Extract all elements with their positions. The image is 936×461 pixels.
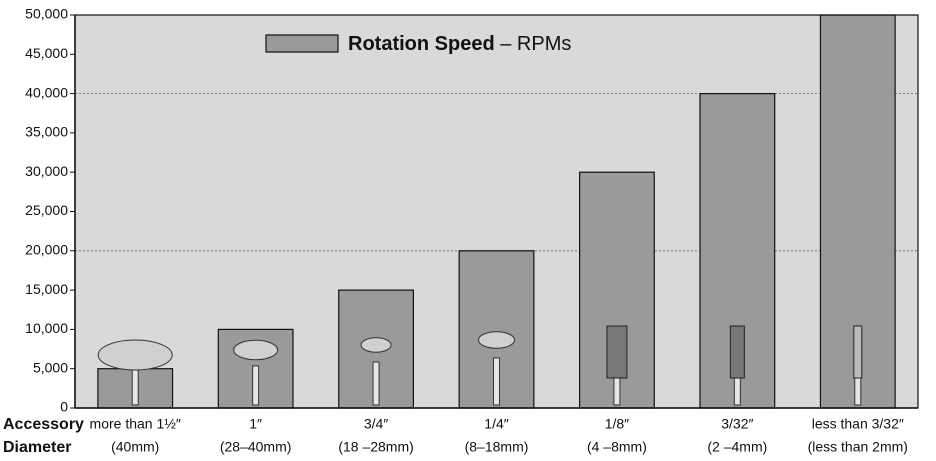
x-tick-sublabel: (40mm) — [111, 439, 159, 455]
y-tick-label: 0 — [60, 399, 68, 415]
icon-head — [233, 339, 279, 361]
accessory-icon — [478, 331, 515, 406]
x-tick-label: 1″ — [249, 416, 262, 432]
row-label: Diameter — [3, 439, 71, 456]
y-tick-label: 15,000 — [25, 281, 68, 297]
y-tick-label: 35,000 — [25, 124, 68, 140]
legend-suffix: – RPMs — [500, 33, 571, 55]
icon-shank — [252, 365, 260, 406]
x-tick-sublabel: (18 –28mm) — [338, 439, 413, 455]
icon-head — [97, 339, 173, 371]
icon-shank — [372, 361, 380, 406]
y-tick-label: 50,000 — [25, 6, 68, 22]
x-tick-sublabel: (less than 2mm) — [808, 439, 908, 455]
icon-head — [360, 337, 392, 353]
accessory-icon — [97, 339, 173, 406]
legend-text: Rotation Speed – RPMs — [348, 33, 571, 55]
icon-shank — [493, 357, 500, 406]
x-tick-label: more than 1½″ — [90, 416, 181, 432]
icon-head — [478, 331, 515, 349]
x-tick-sublabel: (8–18mm) — [465, 439, 529, 455]
x-tick-sublabel: (4 –8mm) — [587, 439, 647, 455]
icon-head — [729, 325, 745, 379]
y-tick-label: 40,000 — [25, 84, 68, 100]
y-tick-label: 25,000 — [25, 202, 68, 218]
x-tick-label: 1/8″ — [605, 416, 629, 432]
legend-name: Rotation Speed — [348, 33, 495, 55]
x-tick-sublabel: (2 –4mm) — [707, 439, 767, 455]
accessory-icon — [729, 325, 745, 406]
row-label: Accessory — [3, 416, 84, 433]
y-tick-label: 45,000 — [25, 45, 68, 61]
legend-swatch — [265, 34, 339, 53]
accessory-icon — [606, 325, 628, 406]
x-tick-sublabel: (28–40mm) — [220, 439, 292, 455]
x-tick-label: 3/32″ — [721, 416, 753, 432]
icon-head — [853, 325, 863, 379]
x-tick-label: 1/4″ — [484, 416, 508, 432]
x-tick-label: 3/4″ — [364, 416, 388, 432]
plot-border — [74, 14, 919, 409]
y-tick-label: 30,000 — [25, 163, 68, 179]
legend: Rotation Speed – RPMs — [265, 33, 571, 55]
x-tick-label: less than 3/32″ — [812, 416, 904, 432]
accessory-icon — [360, 337, 392, 406]
accessory-icon — [233, 339, 279, 406]
icon-shank — [131, 369, 139, 406]
y-tick-label: 5,000 — [33, 359, 68, 375]
icon-head — [606, 325, 628, 379]
y-tick-label: 10,000 — [25, 320, 68, 336]
accessory-icon — [853, 325, 863, 406]
y-tick-label: 20,000 — [25, 242, 68, 258]
